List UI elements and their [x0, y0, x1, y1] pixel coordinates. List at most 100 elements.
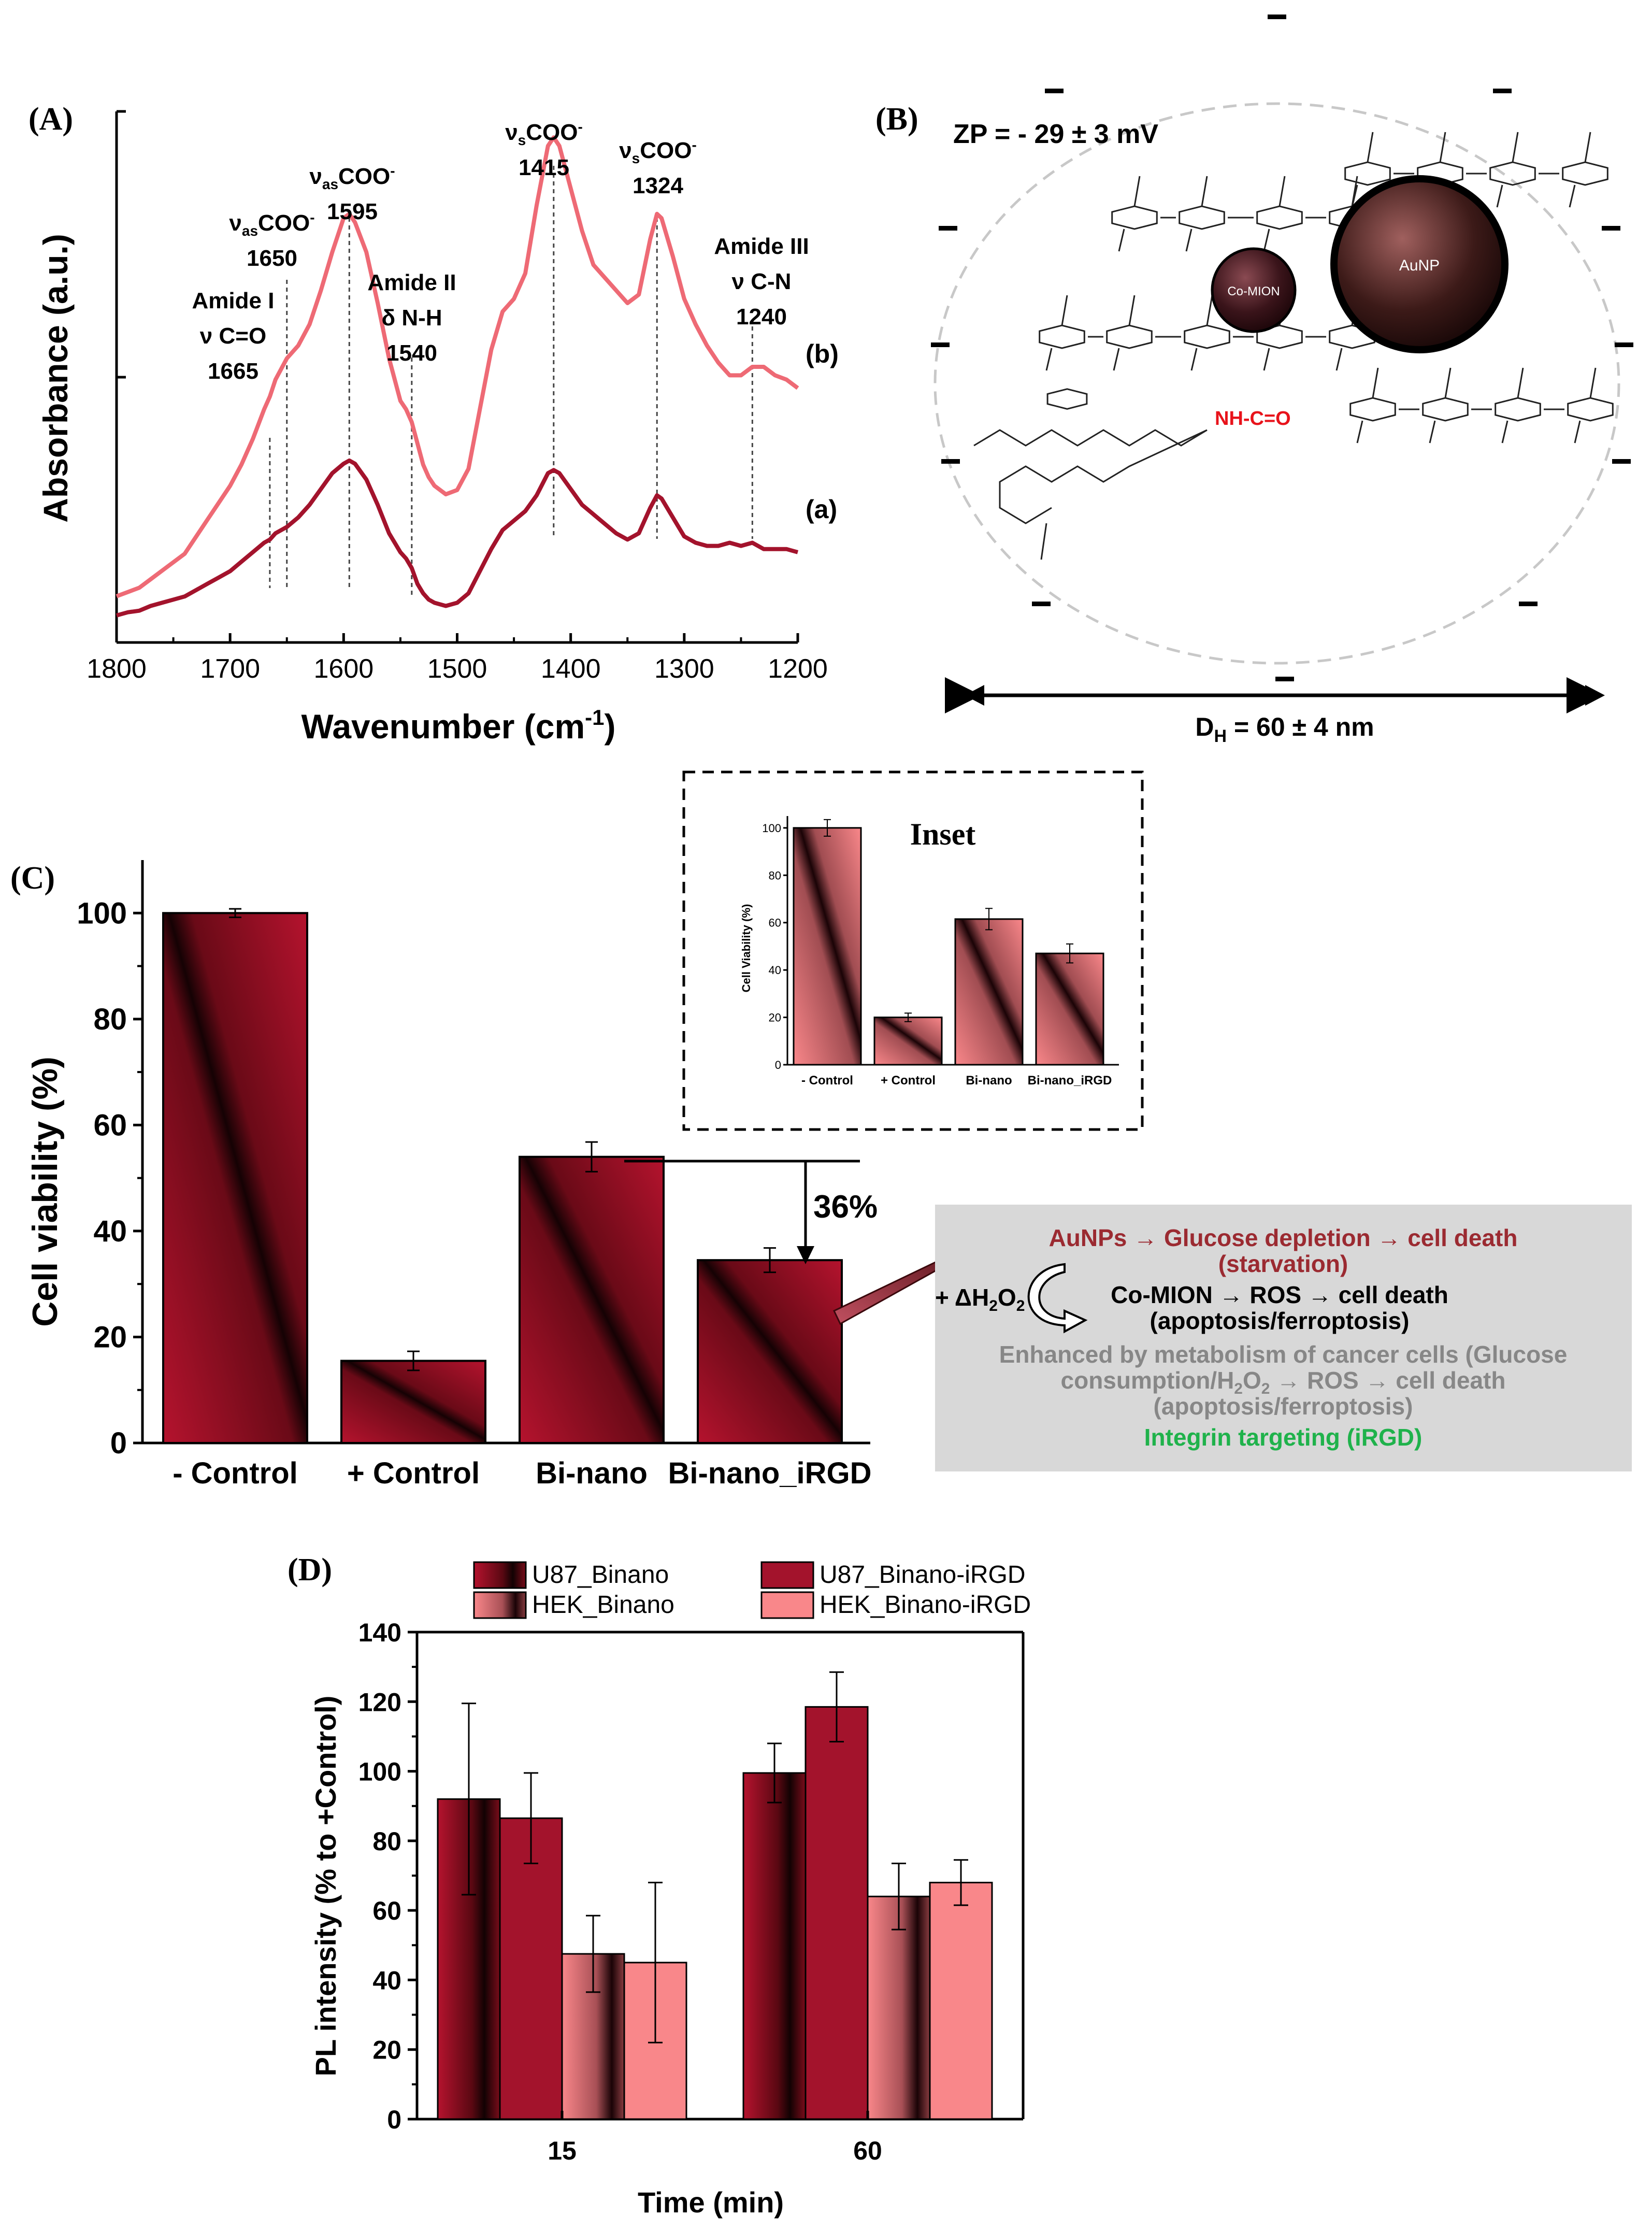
panel-a-y-axis-label: Absorbance (a.u.) [36, 234, 75, 522]
glucose-ring-row-upper-left-0 [1111, 205, 1158, 230]
minus-charge-5 [1615, 342, 1633, 347]
h2o2-curved-arrow-icon [1027, 1263, 1088, 1334]
glucose-ring-row-middle-1 [1106, 324, 1153, 349]
inset-bar-3 [1035, 952, 1104, 1066]
hydroxyl-row-upper-left-2 [1263, 228, 1270, 252]
side-chain-row-upper-right-3 [1584, 132, 1591, 163]
panel-a-axes: 1800 1700 1600 1500 1400 1300 1200 [87, 110, 828, 684]
legend-label-U87_Binano: U87_Binano [532, 1561, 669, 1589]
irgd-peptide-backbone [973, 429, 1208, 524]
inset-y-tick-label-100: 100 [762, 822, 781, 835]
panel-c-y-tick-label-40: 40 [93, 1214, 127, 1248]
hydroxyl-row-upper-left-0 [1118, 228, 1125, 252]
hydrodynamic-shell [933, 102, 1620, 665]
peak-annotation-1324-line-1: 1324 [633, 173, 683, 198]
peak-annotation-1595-mode: νasCOO- [309, 163, 395, 192]
spectrum-line-b [116, 135, 799, 598]
panel-d-x-axis-label: Time (min) [638, 2186, 784, 2219]
arginine-side-chain [1040, 523, 1047, 560]
peak-annotation-1665-line-0: Amide I [192, 288, 275, 313]
peak-annotation-1415-line-1: 1415 [519, 155, 569, 180]
aunp-label: AuNP [1399, 257, 1440, 274]
inset-y-axis-label: Cell Viability (%) [740, 904, 753, 993]
dextran-polymer-sketch [973, 132, 1614, 560]
inset-frame [682, 770, 1144, 1131]
panel-d-y-tick-label-40: 40 [372, 1966, 401, 1995]
hydroxyl-row-middle-1 [1113, 348, 1120, 371]
panel-d-y-tick-label-60: 60 [372, 1896, 401, 1925]
panel-b: (B) ZP = - 29 ± 3 mV DH = 60 ± 4 nm AuNP… [875, 15, 1633, 746]
inset-x-label-1: + Control [881, 1074, 936, 1088]
diameter-arrow-head-right [1585, 685, 1605, 706]
spectrum-line-a [116, 458, 799, 618]
hydrodynamic-diameter-label: DH = 60 ± 4 nm [1195, 712, 1374, 746]
panel-d-chart: 0 20 40 60 80 100 120 140 15 60 [358, 1618, 1025, 2165]
side-chain-row-lower-right-0 [1372, 367, 1379, 398]
legend-swatch-U87_Binano-iRGD [760, 1561, 814, 1589]
mechanism-line-aunp: AuNPs → Glucose depletion → cell death [1049, 1224, 1518, 1251]
glucose-ring-row-upper-left-1 [1179, 205, 1225, 230]
peak-annotation-1595-line-1: 1595 [327, 199, 378, 224]
inset-y-tick-label-80: 80 [769, 869, 781, 882]
inset-y-tick-label-20: 20 [769, 1011, 781, 1024]
panel-c-label: (C) [10, 861, 55, 896]
side-chain-row-upper-right-0 [1367, 132, 1374, 163]
side-chain-row-upper-left-1 [1201, 176, 1208, 207]
minus-charge-1 [1493, 89, 1512, 93]
panel-a-peak-lines [269, 166, 753, 596]
panel-a-x-tick-label-1500: 1500 [427, 654, 487, 684]
peak-annotation-1540-line-1: δ N-H [381, 305, 442, 331]
aunp-sphere [1330, 175, 1509, 353]
side-chain-row-middle-0 [1061, 295, 1068, 326]
minus-charge-4 [931, 342, 950, 347]
peak-annotation-1540-line-0: Amide II [367, 270, 456, 295]
panel-d-y-tick-label-0: 0 [387, 2105, 401, 2134]
panel-a: (A) 1800 1700 1600 1500 1400 1300 1200 (b)(a) … [28, 102, 839, 746]
inset-x-label-0: - Control [801, 1074, 853, 1088]
peak-annotation-1650-mode: νasCOO- [229, 209, 314, 239]
inset-title: Inset [910, 817, 976, 851]
panel-d-y-axis-label: PL intensity (% to +Control) [309, 1696, 342, 2077]
panel-a-series: (b) (a) [116, 135, 839, 618]
panel-d-x-label-15: 15 [548, 2136, 577, 2165]
mechanism-line-consumption: consumption/H2O2 → ROS → cell death [1061, 1367, 1506, 1397]
panel-a-x-tick-label-1400: 1400 [541, 654, 601, 684]
panel-a-annotations: Amide I ν C=O 1665 νasCOO- 1650 νasCOO- 1595 Am… [192, 119, 809, 384]
proline-ring [1046, 388, 1088, 410]
peak-annotation-1540-line-2: 1540 [386, 340, 437, 366]
glucose-ring-row-lower-right-1 [1422, 397, 1469, 422]
side-chain-row-upper-left-2 [1278, 176, 1286, 207]
minus-charge-11 [1045, 89, 1064, 93]
legend-label-HEK_Binano-iRGD: HEK_Binano-iRGD [820, 1591, 1031, 1619]
side-chain-row-lower-right-2 [1517, 367, 1524, 398]
minus-charge-2 [939, 226, 957, 231]
peak-annotation-1240-line-0: Amide III [714, 234, 809, 259]
panel-c-bar-2 [519, 1155, 665, 1444]
panel-a-x-axis-label: Wavenumber (cm-1) [301, 705, 615, 746]
hydroxyl-row-upper-right-2 [1496, 184, 1503, 208]
peak-annotation-1324-mode: νsCOO- [619, 137, 697, 166]
hydroxyl-row-middle-3 [1263, 348, 1270, 371]
peak-annotation-1240-line-1: ν C-N [732, 269, 792, 294]
glucose-ring-row-lower-right-2 [1495, 397, 1541, 422]
glucose-ring-row-upper-right-2 [1489, 161, 1536, 186]
glucose-ring-row-lower-right-0 [1349, 397, 1396, 422]
inset-bar-0 [793, 827, 862, 1066]
glucose-ring-row-upper-left-2 [1256, 205, 1303, 230]
side-chain-row-middle-2 [1206, 295, 1213, 326]
co-mion-sphere [1211, 247, 1297, 333]
panel-d-bar-HEK_Binano-iRGD-60 [929, 1881, 993, 2120]
minus-charge-8 [1032, 602, 1051, 606]
side-chain-row-upper-right-1 [1439, 132, 1446, 163]
mechanism-line-apoptosis-2: (apoptosis/ferroptosis) [1154, 1393, 1413, 1420]
inset-bar-1 [873, 1017, 943, 1066]
hydroxyl-row-lower-right-2 [1501, 420, 1509, 444]
hydroxyl-row-upper-left-1 [1185, 228, 1193, 252]
inset-y-tick-label-40: 40 [769, 964, 781, 977]
panel-c-x-label-2: Bi-nano [536, 1456, 648, 1490]
peak-annotation-1415-mode: νsCOO- [505, 119, 583, 148]
legend-label-HEK_Binano: HEK_Binano [532, 1591, 674, 1619]
glucose-ring-row-middle-0 [1039, 324, 1085, 349]
